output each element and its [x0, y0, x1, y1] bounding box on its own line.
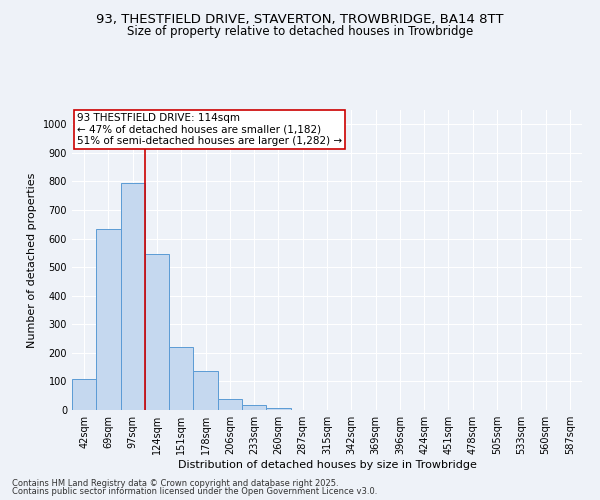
Text: 93, THESTFIELD DRIVE, STAVERTON, TROWBRIDGE, BA14 8TT: 93, THESTFIELD DRIVE, STAVERTON, TROWBRI…	[96, 12, 504, 26]
Text: Contains public sector information licensed under the Open Government Licence v3: Contains public sector information licen…	[12, 487, 377, 496]
Bar	[169, 347, 193, 410]
Y-axis label: Number of detached properties: Number of detached properties	[27, 172, 37, 348]
Bar	[266, 408, 290, 410]
X-axis label: Distribution of detached houses by size in Trowbridge: Distribution of detached houses by size …	[178, 460, 476, 470]
Bar	[145, 254, 169, 410]
Bar	[72, 380, 96, 410]
Bar	[193, 372, 218, 410]
Text: Size of property relative to detached houses in Trowbridge: Size of property relative to detached ho…	[127, 25, 473, 38]
Text: Contains HM Land Registry data © Crown copyright and database right 2025.: Contains HM Land Registry data © Crown c…	[12, 478, 338, 488]
Bar	[121, 183, 145, 410]
Bar	[242, 405, 266, 410]
Bar	[218, 398, 242, 410]
Bar	[96, 230, 121, 410]
Text: 93 THESTFIELD DRIVE: 114sqm
← 47% of detached houses are smaller (1,182)
51% of : 93 THESTFIELD DRIVE: 114sqm ← 47% of det…	[77, 113, 342, 146]
